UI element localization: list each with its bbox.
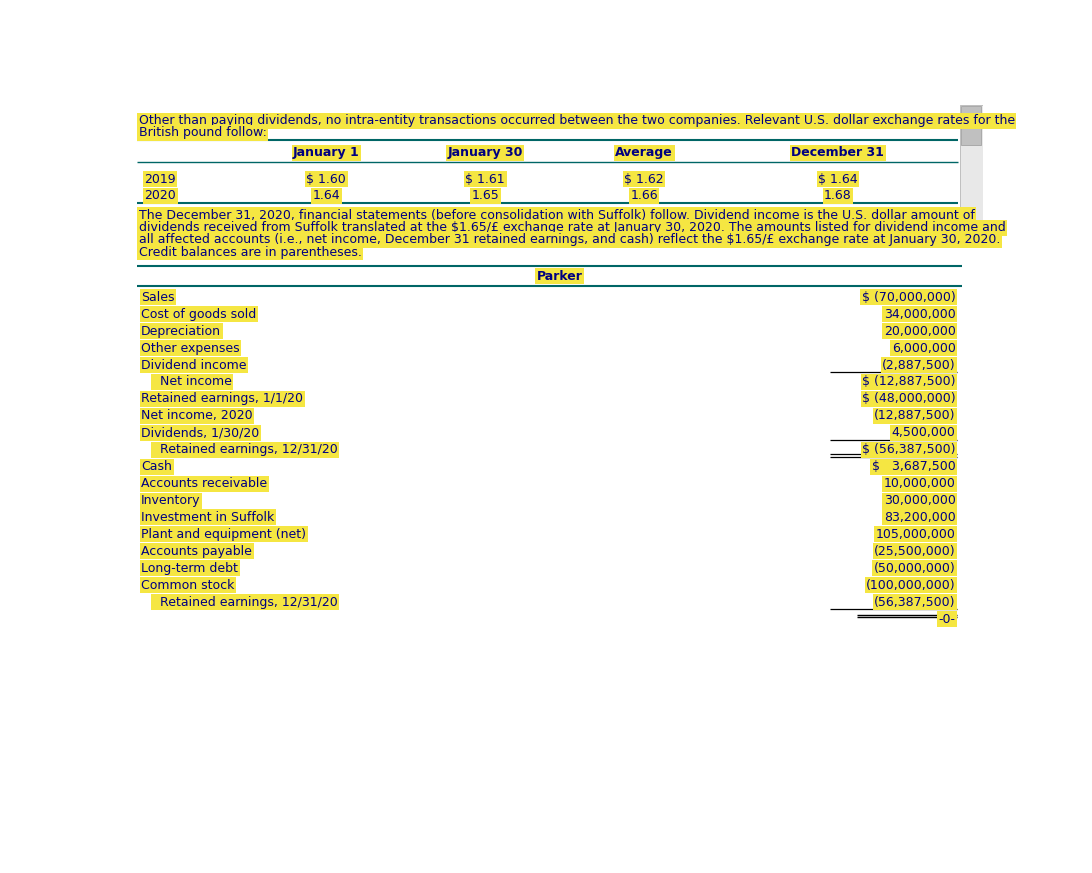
Text: $ (56,387,500): $ (56,387,500): [863, 443, 956, 457]
Text: 4,500,000: 4,500,000: [892, 426, 956, 439]
Text: (50,000,000): (50,000,000): [874, 562, 956, 574]
Text: Retained earnings, 12/31/20: Retained earnings, 12/31/20: [152, 443, 337, 457]
Text: $ 1.61: $ 1.61: [465, 173, 506, 186]
Text: 2020: 2020: [144, 189, 176, 203]
Text: Common stock: Common stock: [141, 579, 235, 592]
Text: Net income, 2020: Net income, 2020: [141, 409, 252, 423]
Text: 1.65: 1.65: [472, 189, 499, 203]
Bar: [961, 107, 982, 145]
Text: $ 1.64: $ 1.64: [818, 173, 857, 186]
Text: Cost of goods sold: Cost of goods sold: [141, 307, 257, 320]
Text: Other expenses: Other expenses: [141, 341, 240, 354]
Text: (12,887,500): (12,887,500): [875, 409, 956, 423]
Text: Retained earnings, 12/31/20: Retained earnings, 12/31/20: [152, 595, 337, 608]
Bar: [960, 105, 983, 224]
Text: $ 1.62: $ 1.62: [625, 173, 664, 186]
Text: Net income: Net income: [152, 375, 232, 388]
Text: January 30: January 30: [448, 147, 523, 160]
Text: Sales: Sales: [141, 291, 175, 304]
Text: (25,500,000): (25,500,000): [874, 545, 956, 558]
Text: $ 1.60: $ 1.60: [307, 173, 346, 186]
Text: Parker: Parker: [536, 270, 583, 283]
Text: 1.68: 1.68: [824, 189, 852, 203]
Text: Accounts payable: Accounts payable: [141, 545, 252, 558]
Text: 20,000,000: 20,000,000: [883, 325, 956, 338]
Text: Other than paying dividends, no intra-entity transactions occurred between the t: Other than paying dividends, no intra-en…: [139, 114, 1014, 127]
Text: Credit balances are in parentheses.: Credit balances are in parentheses.: [139, 245, 361, 258]
Text: 6,000,000: 6,000,000: [892, 341, 956, 354]
Text: Retained earnings, 1/1/20: Retained earnings, 1/1/20: [141, 392, 304, 405]
Text: Investment in Suffolk: Investment in Suffolk: [141, 511, 274, 524]
Text: 30,000,000: 30,000,000: [883, 494, 956, 507]
Text: (2,887,500): (2,887,500): [882, 359, 956, 372]
Text: Cash: Cash: [141, 460, 173, 473]
Text: (100,000,000): (100,000,000): [866, 579, 956, 592]
Text: Accounts receivable: Accounts receivable: [141, 478, 268, 490]
Text: 10,000,000: 10,000,000: [883, 478, 956, 490]
Text: -0-: -0-: [939, 613, 956, 626]
Text: 2019: 2019: [144, 173, 176, 186]
Text: $ (12,887,500): $ (12,887,500): [863, 375, 956, 388]
Text: Long-term debt: Long-term debt: [141, 562, 238, 574]
Text: British pound follow:: British pound follow:: [139, 127, 266, 140]
Text: 83,200,000: 83,200,000: [883, 511, 956, 524]
Text: The December 31, 2020, financial statements (before consolidation with Suffolk) : The December 31, 2020, financial stateme…: [139, 209, 975, 222]
Text: $   3,687,500: $ 3,687,500: [871, 460, 956, 473]
Text: 1.64: 1.64: [312, 189, 341, 203]
Text: January 1: January 1: [293, 147, 359, 160]
Text: dividends received from Suffolk translated at the $1.65/£ exchange rate at Janua: dividends received from Suffolk translat…: [139, 221, 1006, 234]
Text: Plant and equipment (net): Plant and equipment (net): [141, 528, 306, 541]
Text: Depreciation: Depreciation: [141, 325, 222, 338]
Text: 34,000,000: 34,000,000: [883, 307, 956, 320]
Text: Dividend income: Dividend income: [141, 359, 247, 372]
Text: Average: Average: [615, 147, 673, 160]
Text: 1.66: 1.66: [630, 189, 658, 203]
Text: 105,000,000: 105,000,000: [876, 528, 956, 541]
Text: December 31: December 31: [792, 147, 885, 160]
Text: Inventory: Inventory: [141, 494, 201, 507]
Text: all affected accounts (i.e., net income, December 31 retained earnings, and cash: all affected accounts (i.e., net income,…: [139, 233, 1000, 246]
Text: $ (48,000,000): $ (48,000,000): [862, 392, 956, 405]
Text: Dividends, 1/30/20: Dividends, 1/30/20: [141, 426, 260, 439]
Text: $ (70,000,000): $ (70,000,000): [862, 291, 956, 304]
Text: (56,387,500): (56,387,500): [875, 595, 956, 608]
